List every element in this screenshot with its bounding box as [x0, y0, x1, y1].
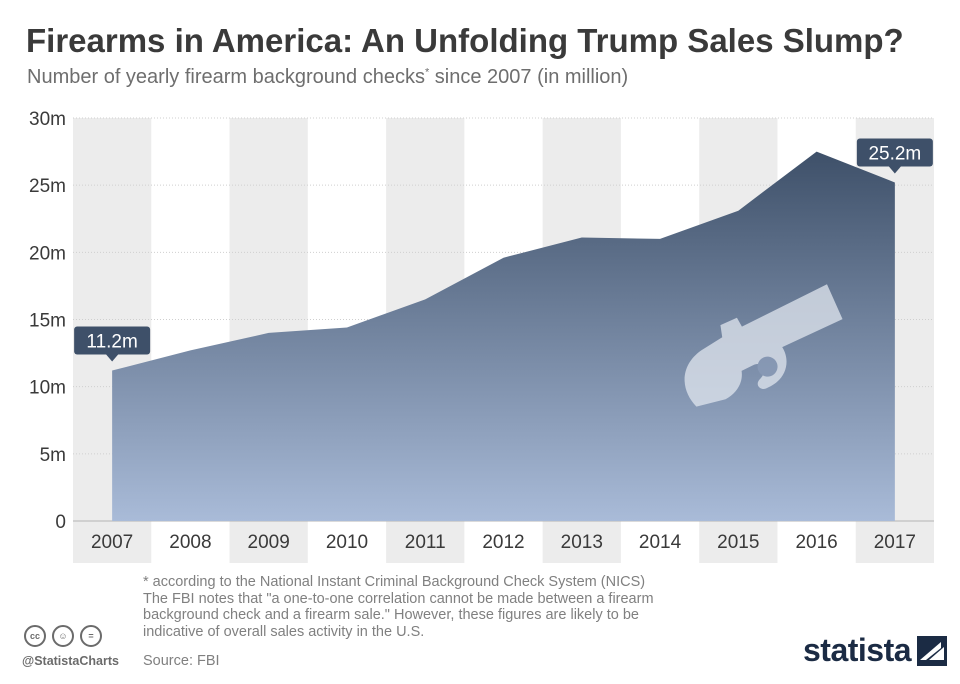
- y-tick-label: 10m: [29, 378, 66, 399]
- x-tick-label: 2010: [326, 532, 368, 553]
- y-tick-label: 30m: [29, 109, 66, 130]
- data-label: 11.2m: [74, 326, 151, 362]
- statista-logo[interactable]: statista: [803, 632, 948, 669]
- x-tick-label: 2012: [482, 532, 524, 553]
- series-area: [112, 151, 895, 522]
- source-text: Source: FBI: [143, 653, 220, 669]
- chart-title: Firearms in America: An Unfolding Trump …: [26, 22, 904, 59]
- y-tick-label: 0: [55, 512, 66, 533]
- footnote: * according to the National Instant Crim…: [143, 574, 743, 640]
- cc-icon[interactable]: cc: [24, 625, 46, 647]
- footnote-line: The FBI notes that "a one-to-one correla…: [143, 590, 654, 607]
- x-tick-label: 2007: [91, 532, 133, 553]
- footnote-line: background check and a firearm sale." Ho…: [143, 607, 639, 623]
- x-tick-label: 2008: [169, 532, 211, 553]
- data-label-text: 25.2m: [868, 143, 921, 164]
- chart-subtitle: Number of yearly firearm background chec…: [27, 66, 628, 89]
- y-tick-label: 5m: [40, 445, 66, 466]
- footnote-line: * according to the National Instant Crim…: [143, 574, 646, 590]
- by-icon[interactable]: ☺: [52, 625, 74, 647]
- footnote-line: indicative of overall sales activity in …: [143, 623, 425, 640]
- subtitle-text-rest: since 2007 (in million): [429, 66, 629, 88]
- twitter-handle[interactable]: @StatistaCharts: [22, 654, 119, 668]
- y-tick-label: 25m: [29, 176, 66, 197]
- x-tick-label: 2015: [717, 532, 759, 553]
- revolver-icon: [684, 284, 843, 407]
- x-tick-label: 2009: [248, 532, 290, 553]
- x-tick-label: 2011: [405, 532, 446, 553]
- x-tick-label: 2014: [639, 532, 682, 553]
- x-tick-label: 2017: [874, 532, 916, 553]
- x-tick-label: 2016: [795, 532, 837, 553]
- license-icons[interactable]: cc ☺ =: [24, 625, 102, 647]
- x-tick-label: 2013: [561, 532, 603, 553]
- statista-logo-icon: [917, 635, 948, 666]
- data-label-pointer: [888, 166, 901, 174]
- data-label-text: 11.2m: [86, 332, 137, 353]
- data-label-box: [74, 326, 151, 355]
- data-label-box: [856, 138, 933, 167]
- data-label-pointer: [106, 354, 119, 362]
- y-tick-label: 15m: [29, 311, 66, 332]
- nd-icon[interactable]: =: [80, 625, 102, 647]
- subtitle-text: Number of yearly firearm background chec…: [27, 66, 425, 88]
- data-label: 25.2m: [856, 138, 933, 174]
- y-tick-label: 20m: [29, 243, 66, 264]
- brand-name: statista: [803, 632, 912, 668]
- subtitle-asterisk: *: [424, 66, 430, 79]
